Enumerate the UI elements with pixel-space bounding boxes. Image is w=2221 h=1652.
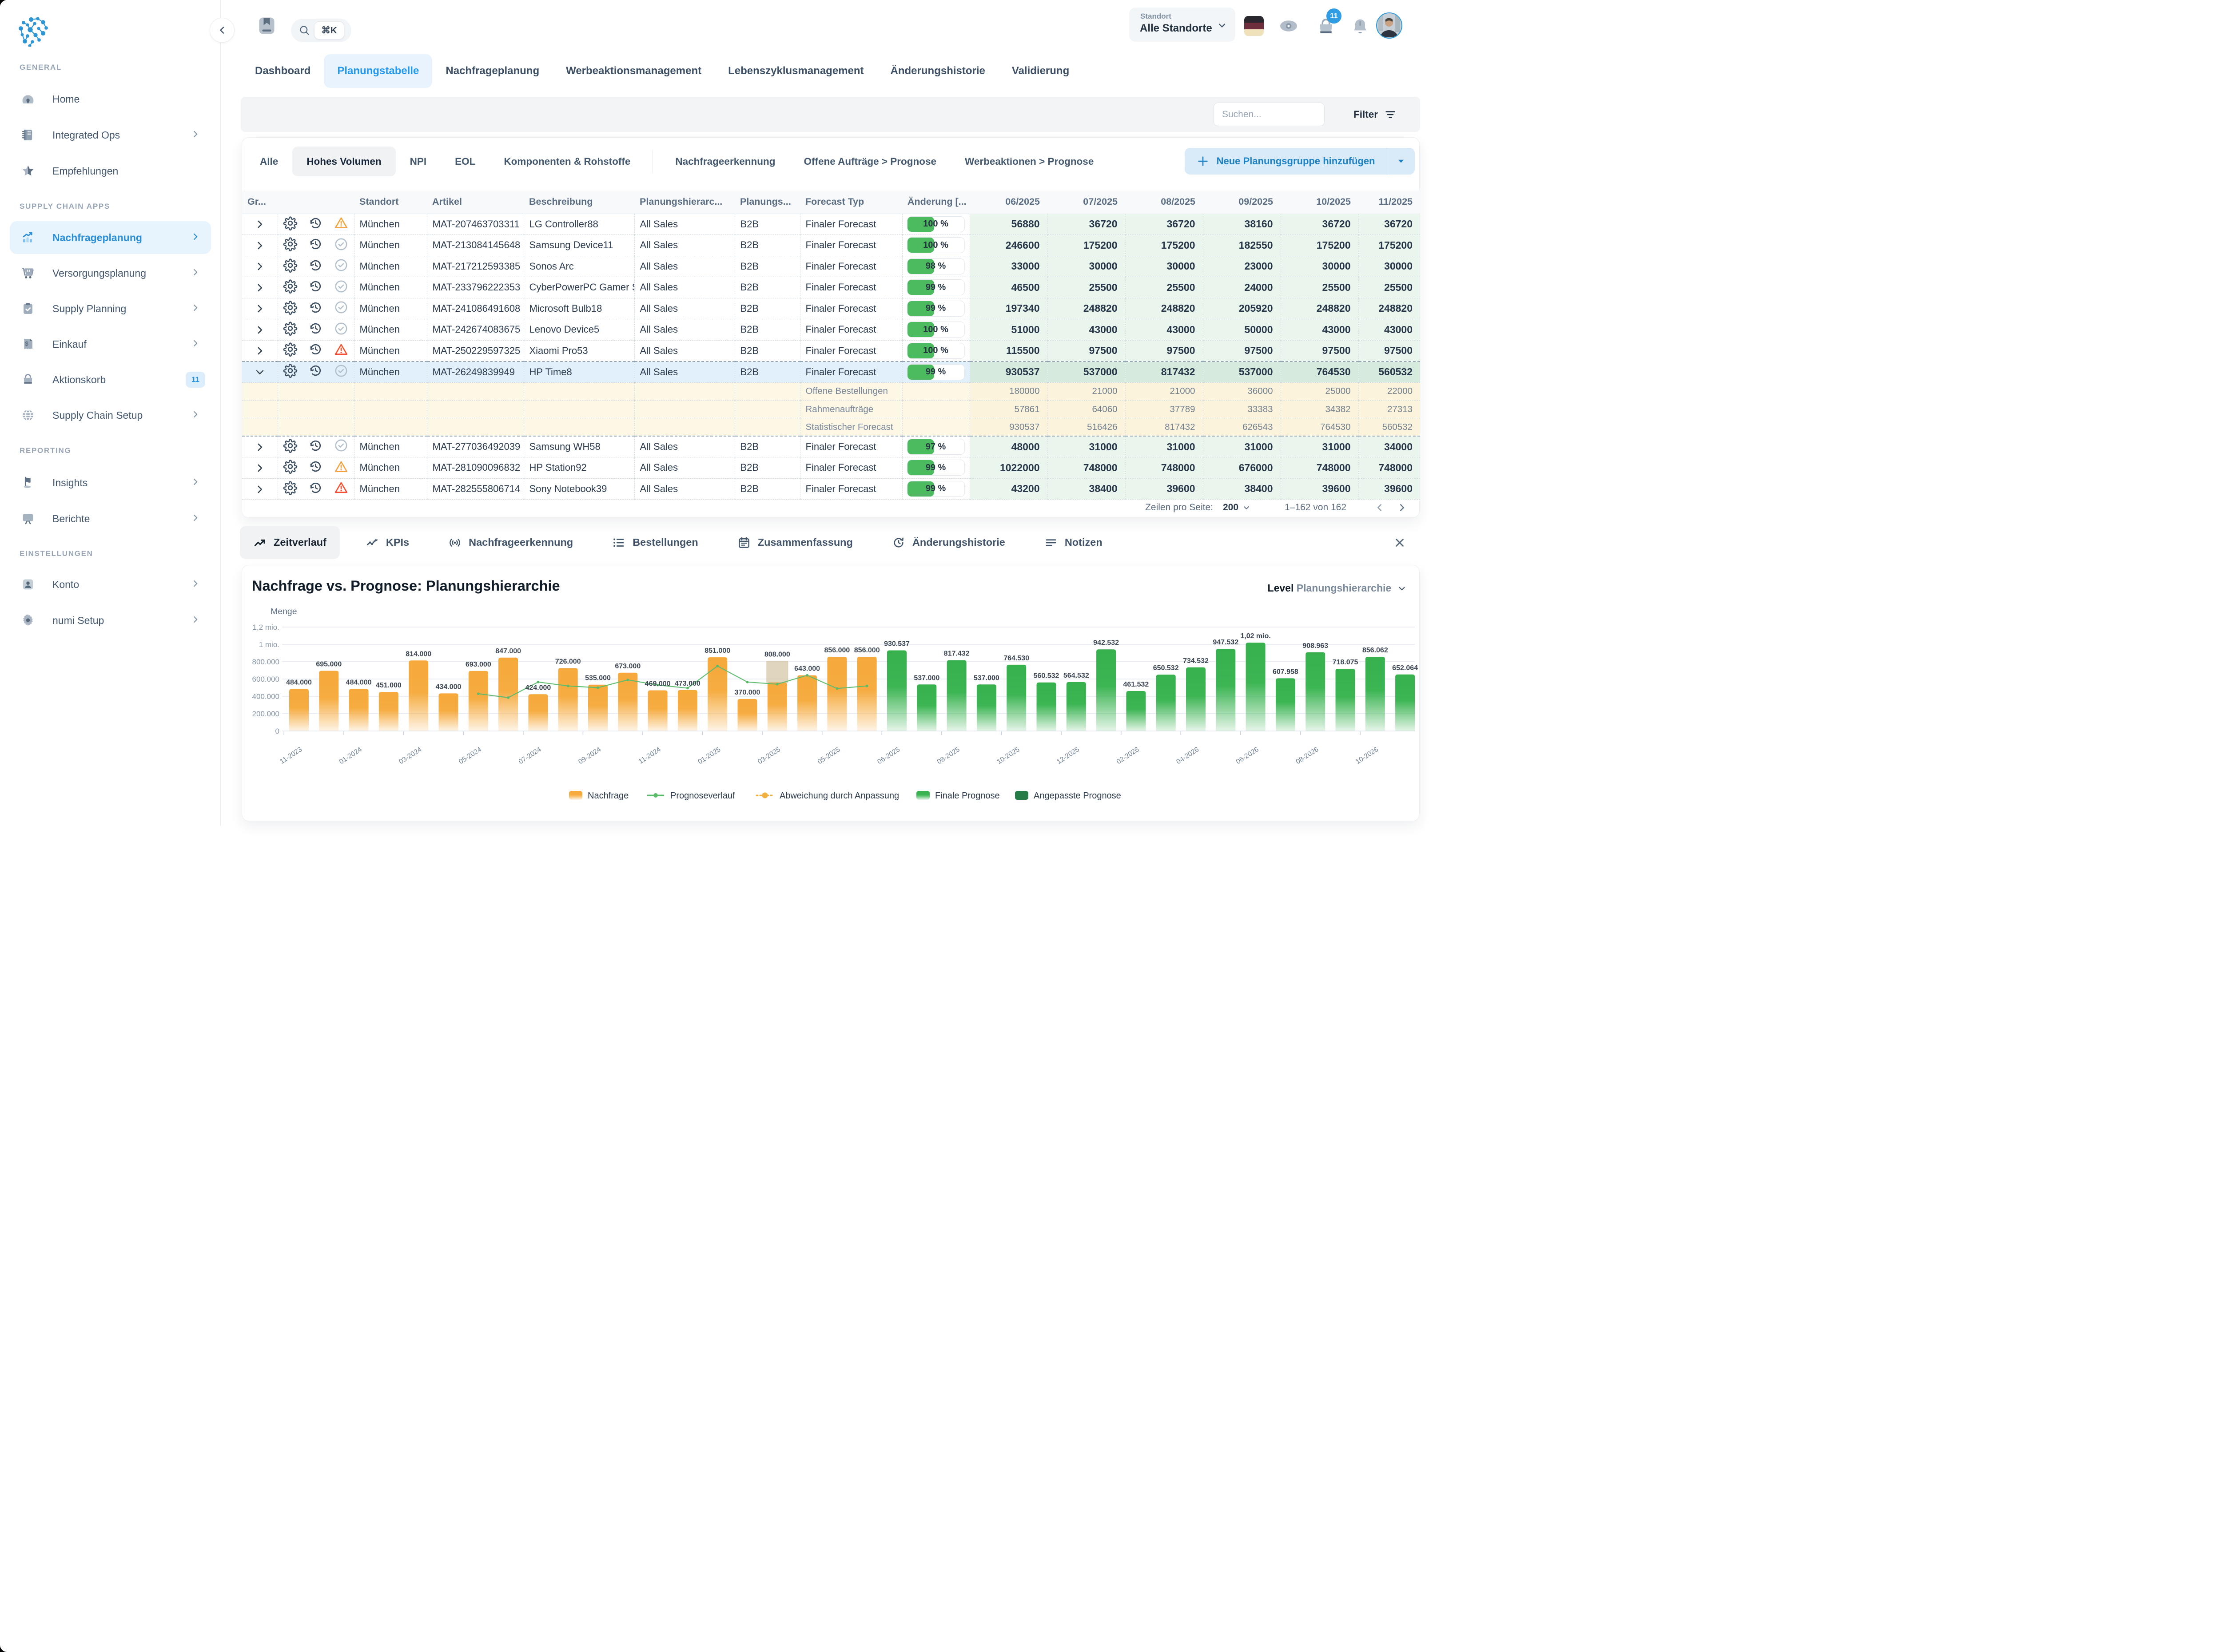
- svg-text:695.000: 695.000: [316, 661, 342, 668]
- svg-text:484.000: 484.000: [286, 679, 312, 687]
- svg-text:05-2024: 05-2024: [458, 746, 483, 766]
- svg-text:08-2026: 08-2026: [1294, 746, 1320, 766]
- svg-text:650.532: 650.532: [1153, 664, 1179, 672]
- svg-text:01-2024: 01-2024: [338, 746, 363, 766]
- svg-text:930.537: 930.537: [884, 640, 910, 648]
- svg-text:856.000: 856.000: [824, 647, 850, 654]
- svg-text:856.000: 856.000: [854, 647, 880, 654]
- svg-text:537.000: 537.000: [914, 674, 939, 682]
- svg-text:01-2025: 01-2025: [697, 746, 722, 766]
- svg-text:10-2025: 10-2025: [995, 746, 1021, 766]
- svg-text:1 mio.: 1 mio.: [259, 640, 279, 649]
- svg-text:08-2025: 08-2025: [936, 746, 961, 766]
- svg-text:814.000: 814.000: [406, 650, 431, 658]
- svg-text:537.000: 537.000: [974, 674, 999, 682]
- svg-text:451.000: 451.000: [376, 682, 402, 689]
- svg-text:05-2025: 05-2025: [816, 746, 842, 766]
- svg-text:947.532: 947.532: [1213, 639, 1238, 646]
- svg-text:856.062: 856.062: [1362, 647, 1388, 654]
- svg-text:06-2025: 06-2025: [876, 746, 901, 766]
- svg-text:718.075: 718.075: [1333, 659, 1358, 666]
- svg-text:Menge: Menge: [271, 607, 297, 616]
- svg-text:Finale Prognose: Finale Prognose: [935, 791, 1000, 801]
- svg-text:800.000: 800.000: [252, 658, 279, 666]
- svg-text:607.958: 607.958: [1273, 668, 1298, 675]
- svg-text:200.000: 200.000: [252, 710, 279, 718]
- svg-text:370.000: 370.000: [735, 689, 760, 696]
- svg-text:560.532: 560.532: [1034, 672, 1059, 680]
- svg-text:434.000: 434.000: [436, 683, 462, 691]
- svg-text:Angepasste Prognose: Angepasste Prognose: [1034, 791, 1121, 801]
- svg-text:564.532: 564.532: [1063, 672, 1089, 679]
- svg-text:652.064: 652.064: [1392, 664, 1418, 672]
- svg-text:764.530: 764.530: [1003, 655, 1029, 662]
- svg-text:847.000: 847.000: [495, 647, 521, 655]
- svg-text:Abweichung durch Anpassung: Abweichung durch Anpassung: [780, 791, 899, 801]
- svg-text:04-2026: 04-2026: [1175, 746, 1200, 766]
- svg-text:11-2023: 11-2023: [279, 746, 303, 766]
- svg-text:693.000: 693.000: [466, 661, 491, 668]
- svg-text:469.000: 469.000: [645, 680, 671, 688]
- svg-text:03-2024: 03-2024: [398, 746, 423, 766]
- svg-text:1,2 mio.: 1,2 mio.: [253, 623, 279, 631]
- svg-text:851.000: 851.000: [705, 647, 730, 655]
- svg-text:473.000: 473.000: [675, 680, 701, 687]
- svg-text:643.000: 643.000: [794, 665, 820, 673]
- svg-text:484.000: 484.000: [346, 679, 372, 687]
- svg-text:461.532: 461.532: [1123, 681, 1149, 688]
- svg-text:535.000: 535.000: [585, 675, 611, 682]
- svg-text:400.000: 400.000: [252, 692, 279, 701]
- svg-text:06-2026: 06-2026: [1235, 746, 1260, 766]
- svg-text:673.000: 673.000: [615, 663, 641, 670]
- svg-text:02-2026: 02-2026: [1115, 746, 1141, 766]
- svg-text:1,02 mio.: 1,02 mio.: [1240, 632, 1270, 640]
- svg-text:Prognoseverlauf: Prognoseverlauf: [670, 791, 735, 801]
- svg-text:10-2026: 10-2026: [1354, 746, 1380, 766]
- svg-text:03-2025: 03-2025: [756, 746, 782, 766]
- svg-text:09-2024: 09-2024: [577, 746, 602, 766]
- svg-text:Nachfrage: Nachfrage: [588, 791, 629, 801]
- svg-text:734.532: 734.532: [1183, 657, 1209, 665]
- svg-text:942.532: 942.532: [1093, 639, 1119, 647]
- svg-text:908.963: 908.963: [1302, 642, 1328, 650]
- svg-text:$: $: [25, 341, 28, 347]
- svg-text:424.000: 424.000: [525, 684, 551, 691]
- svg-text:0: 0: [275, 727, 279, 735]
- svg-text:11-2024: 11-2024: [637, 746, 662, 766]
- svg-text:600.000: 600.000: [252, 675, 279, 683]
- svg-text:817.432: 817.432: [944, 650, 970, 658]
- svg-text:726.000: 726.000: [555, 658, 581, 665]
- svg-text:07-2024: 07-2024: [517, 746, 543, 766]
- svg-text:12-2025: 12-2025: [1055, 746, 1081, 766]
- svg-text:808.000: 808.000: [764, 651, 790, 658]
